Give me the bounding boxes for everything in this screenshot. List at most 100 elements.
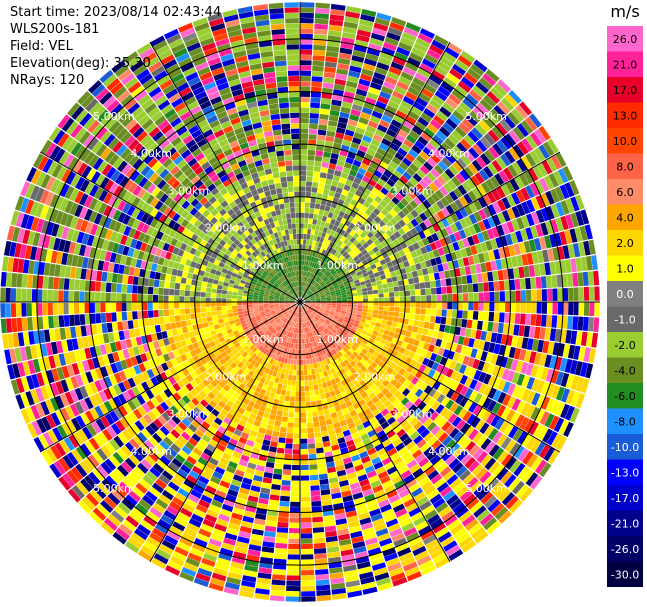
velocity-gate	[458, 196, 469, 207]
velocity-gate	[303, 364, 308, 371]
velocity-gate	[555, 435, 568, 451]
velocity-gate	[386, 261, 393, 268]
velocity-gate	[507, 164, 519, 178]
velocity-gate	[502, 381, 512, 394]
velocity-gate	[400, 397, 410, 406]
velocity-gate	[402, 370, 411, 379]
velocity-gate	[491, 402, 502, 415]
velocity-gate	[400, 255, 408, 262]
velocity-gate	[383, 169, 393, 179]
velocity-gate	[317, 231, 323, 237]
velocity-gate	[373, 216, 382, 224]
velocity-gate	[342, 346, 349, 353]
velocity-gate	[237, 305, 243, 309]
velocity-gate	[340, 106, 351, 114]
velocity-gate	[334, 192, 341, 199]
velocity-gate	[286, 385, 292, 391]
velocity-gate	[349, 114, 360, 122]
velocity-gate	[512, 428, 524, 442]
velocity-gate	[372, 133, 383, 143]
velocity-gate	[426, 489, 440, 500]
velocity-gate	[328, 163, 337, 170]
velocity-gate	[475, 81, 490, 94]
velocity-gate	[503, 167, 514, 181]
velocity-gate	[74, 314, 81, 326]
velocity-gate	[320, 199, 327, 206]
velocity-gate	[539, 353, 547, 367]
velocity-gate	[575, 211, 585, 226]
velocity-gate	[296, 333, 299, 339]
velocity-gate	[410, 385, 420, 395]
velocity-gate	[355, 88, 368, 97]
velocity-gate	[351, 103, 363, 112]
velocity-gate	[318, 332, 323, 339]
velocity-gate	[447, 333, 455, 343]
velocity-gate	[324, 290, 330, 294]
velocity-gate	[469, 501, 483, 514]
velocity-gate	[580, 378, 590, 394]
velocity-gate	[494, 173, 505, 186]
velocity-gate	[464, 518, 479, 532]
velocity-gate	[283, 374, 289, 380]
velocity-gate	[437, 85, 451, 97]
velocity-gate	[425, 308, 432, 316]
velocity-gate	[323, 408, 330, 415]
velocity-gate	[316, 589, 331, 597]
velocity-gate	[368, 302, 374, 306]
velocity-gate	[445, 118, 458, 130]
velocity-gate	[362, 294, 369, 299]
velocity-gate	[300, 175, 307, 182]
velocity-gate	[523, 265, 530, 278]
velocity-gate	[336, 269, 343, 274]
velocity-gate	[148, 318, 155, 326]
velocity-gate	[365, 97, 377, 106]
velocity-gate	[317, 313, 322, 318]
velocity-gate	[334, 287, 340, 291]
velocity-gate	[389, 187, 398, 196]
velocity-gate	[311, 330, 315, 337]
velocity-gate	[359, 162, 369, 171]
velocity-gate	[387, 282, 394, 288]
velocity-gate	[306, 239, 310, 245]
velocity-gate	[266, 424, 274, 431]
velocity-gate	[314, 294, 320, 298]
velocity-gate	[195, 312, 202, 319]
velocity-gate	[339, 111, 350, 119]
velocity-gate	[389, 306, 395, 312]
velocity-gate	[427, 329, 434, 337]
velocity-gate	[392, 90, 405, 100]
velocity-gate	[531, 251, 539, 264]
velocity-gate	[456, 142, 468, 154]
velocity-gate	[351, 345, 358, 351]
velocity-gate	[211, 311, 217, 316]
velocity-gate	[315, 150, 324, 157]
velocity-gate	[509, 178, 520, 192]
velocity-gate	[311, 274, 316, 280]
velocity-gate	[265, 520, 277, 527]
velocity-gate	[394, 152, 405, 162]
velocity-gate	[316, 236, 321, 242]
velocity-gate	[395, 442, 406, 452]
velocity-gate	[373, 105, 385, 115]
velocity-gate	[445, 278, 452, 286]
velocity-gate	[310, 297, 315, 300]
velocity-gate	[361, 284, 367, 289]
velocity-gate	[346, 439, 355, 447]
velocity-gate	[368, 249, 375, 256]
velocity-gate	[468, 147, 480, 159]
velocity-gate	[317, 271, 322, 277]
velocity-gate	[562, 302, 569, 315]
velocity-gate	[402, 184, 411, 194]
velocity-gate	[344, 316, 350, 321]
velocity-gate	[436, 60, 451, 72]
velocity-gate	[294, 407, 300, 413]
velocity-gate	[242, 307, 249, 312]
velocity-gate	[343, 318, 349, 324]
velocity-gate	[328, 287, 335, 291]
velocity-gate	[407, 86, 421, 97]
velocity-gate	[450, 523, 464, 536]
velocity-gate	[310, 97, 321, 104]
velocity-gate	[409, 200, 419, 209]
velocity-gate	[490, 481, 504, 495]
velocity-gate	[335, 187, 343, 194]
